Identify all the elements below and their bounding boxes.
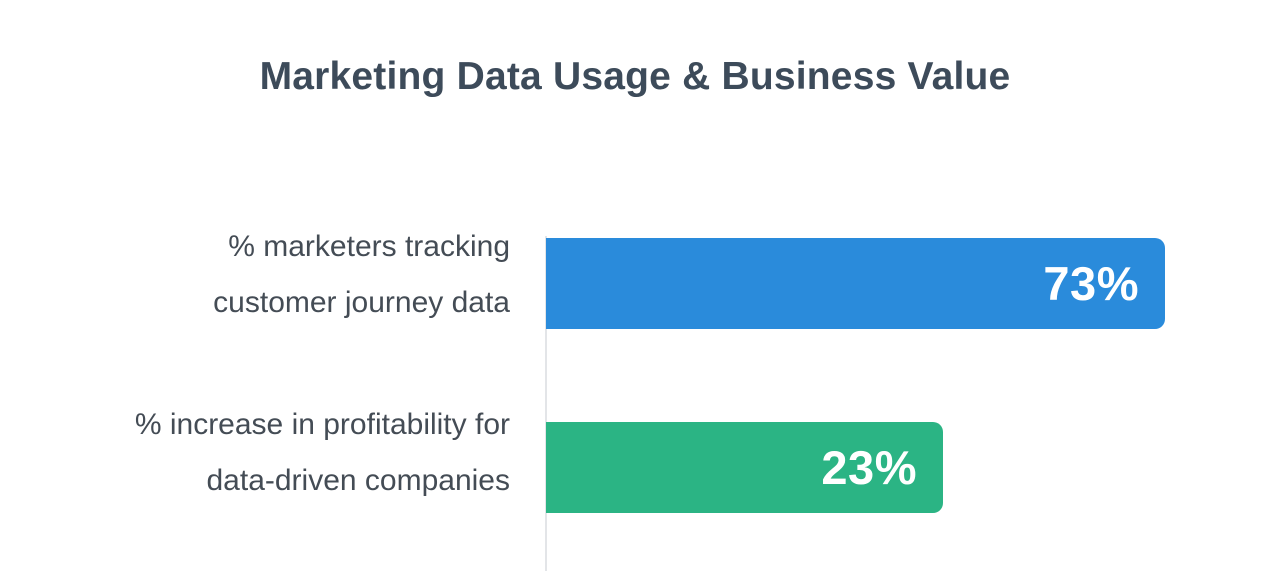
chart-title: Marketing Data Usage & Business Value bbox=[259, 55, 1011, 98]
bar-profitability-increase: 23% bbox=[546, 422, 943, 513]
bar-marketers-tracking: 73% bbox=[546, 238, 1165, 329]
bar-value-label: 23% bbox=[821, 441, 917, 494]
category-label-line: data-driven companies bbox=[206, 464, 510, 497]
category-label-line: % marketers tracking bbox=[228, 230, 510, 263]
y-axis-line bbox=[545, 236, 547, 571]
category-label-line: customer journey data bbox=[213, 286, 510, 319]
category-label-line: % increase in profitability for bbox=[134, 408, 510, 441]
category-label-1: % increase in profitability for data-dri… bbox=[135, 397, 510, 509]
category-label-0: % marketers tracking customer journey da… bbox=[213, 219, 510, 331]
bar-value-label: 73% bbox=[1043, 257, 1139, 310]
